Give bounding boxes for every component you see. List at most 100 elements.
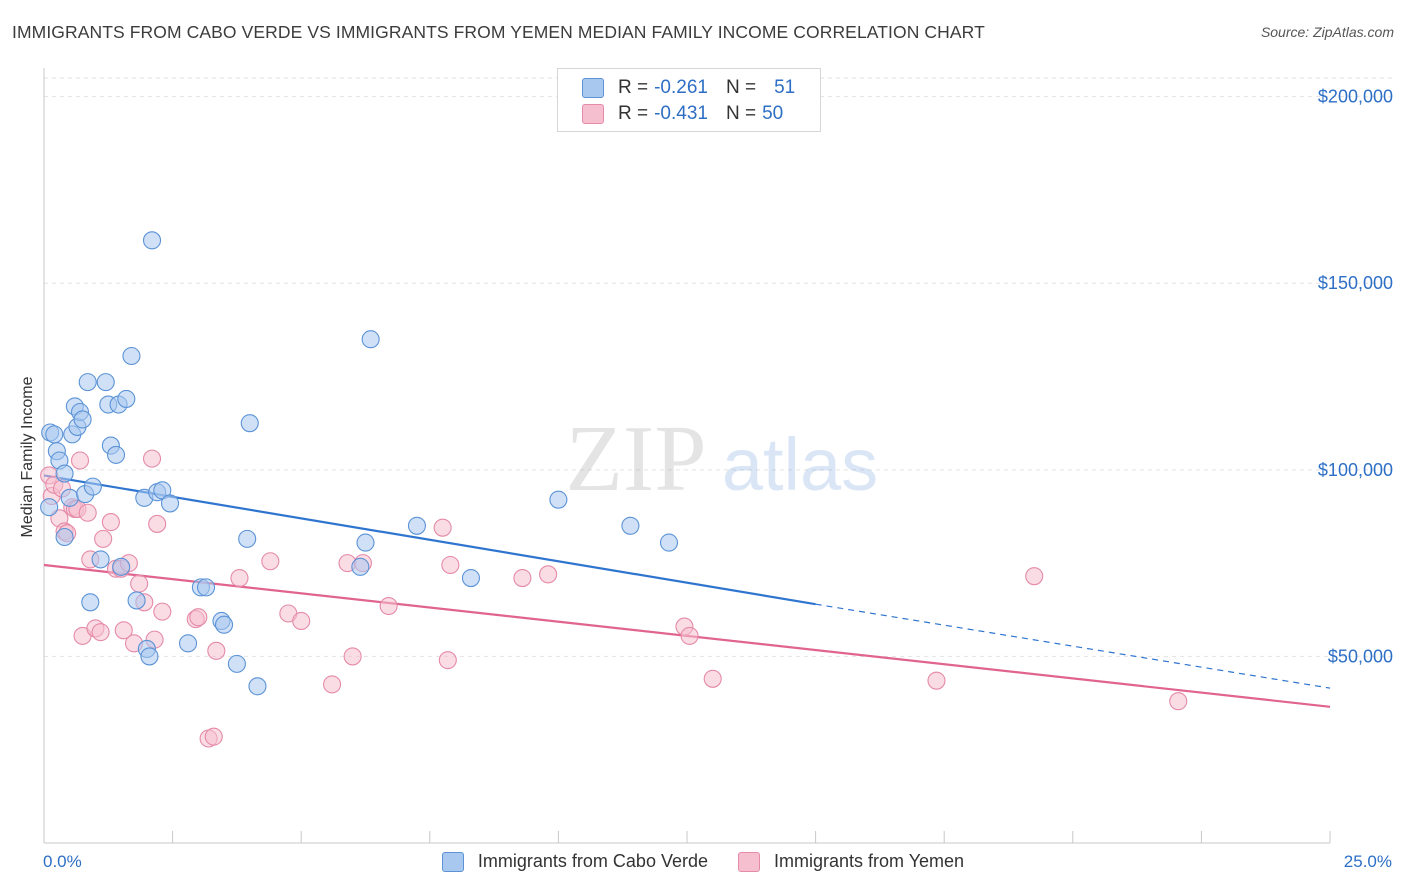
point-cabo-verde [407, 516, 426, 535]
y-tick-label: $100,000 [1318, 460, 1393, 480]
point-yemen [513, 568, 532, 588]
point-yemen [1169, 692, 1188, 711]
point-yemen [1025, 567, 1044, 586]
series-yemen [40, 449, 1188, 748]
point-yemen [142, 449, 162, 468]
point-cabo-verde [248, 677, 267, 696]
point-cabo-verde [549, 490, 568, 509]
point-cabo-verde [81, 593, 100, 612]
point-cabo-verde [621, 516, 640, 535]
point-yemen [130, 574, 149, 593]
watermark-zip: ZIP [566, 407, 707, 511]
legend-row-yemen: R = -0.431 N = 50 [582, 101, 783, 127]
series-cabo-verde [40, 231, 679, 696]
point-yemen [441, 555, 460, 575]
point-yemen [230, 568, 249, 588]
point-yemen [323, 675, 342, 694]
point-cabo-verde [106, 445, 126, 464]
y-tick-label: $50,000 [1328, 646, 1393, 666]
point-cabo-verde [196, 578, 216, 597]
legend-n-value: 51 [774, 77, 796, 98]
watermark: ZIP atlas [566, 407, 879, 511]
axes [43, 68, 1331, 844]
legend-n-label: N = [725, 77, 757, 98]
point-cabo-verde [40, 498, 59, 517]
y-tick-labels: $50,000 $100,000 $150,000 $200,000 [1318, 87, 1393, 667]
point-yemen [101, 513, 120, 532]
legend-r-value: -0.431 [654, 103, 708, 124]
legend-r-label: R = [618, 103, 649, 124]
legend-swatch-blue [441, 851, 464, 872]
point-yemen [94, 529, 113, 548]
point-cabo-verde [361, 330, 380, 349]
point-yemen [343, 647, 362, 666]
point-cabo-verde [351, 557, 370, 576]
correlation-legend: R = -0.261 N = 51 R = -0.431 N = 50 [557, 68, 821, 132]
point-cabo-verde [55, 464, 74, 483]
point-yemen [78, 503, 97, 522]
point-cabo-verde [240, 414, 259, 433]
point-yemen [91, 623, 110, 642]
point-cabo-verde [356, 533, 375, 552]
point-cabo-verde [73, 410, 92, 429]
point-cabo-verde [122, 346, 141, 366]
point-cabo-verde [96, 373, 115, 392]
point-yemen [703, 669, 722, 688]
point-yemen [438, 651, 457, 670]
legend-label-yemen: Immigrants from Yemen [774, 851, 965, 871]
series-legend: Immigrants from Cabo Verde Immigrants fr… [0, 851, 1406, 872]
legend-swatch-pink [582, 104, 604, 124]
watermark-atlas: atlas [722, 423, 878, 506]
source-label: Source: ZipAtlas.com [1260, 24, 1394, 40]
legend-r-value: -0.261 [654, 77, 708, 98]
point-yemen [261, 552, 280, 571]
point-yemen [189, 608, 208, 627]
point-yemen [114, 621, 133, 640]
point-cabo-verde [60, 488, 79, 507]
point-cabo-verde [214, 615, 234, 634]
point-yemen [204, 727, 223, 746]
legend-n-value: 50 [762, 103, 784, 124]
point-cabo-verde [140, 647, 159, 666]
legend-row-cabo-verde: R = -0.261 N = 51 [582, 75, 795, 101]
point-yemen [680, 626, 699, 645]
point-cabo-verde [45, 425, 64, 444]
point-cabo-verde [142, 231, 162, 250]
y-tick-label: $200,000 [1318, 87, 1393, 107]
point-cabo-verde [83, 477, 102, 496]
point-yemen [70, 451, 90, 470]
legend-swatch-pink [738, 851, 760, 872]
legend-label-cabo-verde: Immigrants from Cabo Verde [477, 851, 708, 871]
point-yemen [433, 518, 452, 537]
point-cabo-verde [55, 527, 74, 547]
y-axis-label: Median Family Income [19, 376, 36, 538]
point-cabo-verde [91, 550, 110, 569]
point-yemen [379, 596, 398, 616]
x-tick-min: 0.0% [43, 852, 82, 871]
point-cabo-verde [227, 654, 246, 673]
legend-r-label: R = [618, 77, 649, 98]
point-cabo-verde [112, 557, 131, 576]
x-tick-max: 25.0% [1343, 852, 1392, 871]
point-cabo-verde [659, 533, 679, 552]
point-cabo-verde [461, 568, 481, 588]
point-yemen [148, 514, 167, 533]
point-yemen [153, 602, 172, 621]
point-cabo-verde [160, 494, 180, 513]
point-yemen [927, 671, 946, 690]
legend-item-yemen[interactable]: Immigrants from Yemen [738, 851, 964, 872]
legend-item-cabo-verde[interactable]: Immigrants from Cabo Verde [441, 851, 708, 872]
legend-n-label: N = [725, 103, 757, 124]
point-cabo-verde [238, 529, 257, 548]
point-cabo-verde [78, 373, 97, 392]
point-yemen [207, 641, 226, 660]
point-yemen [539, 565, 558, 584]
point-cabo-verde [117, 389, 136, 408]
y-tick-label: $150,000 [1318, 273, 1393, 293]
legend-swatch-blue [582, 78, 604, 98]
gridlines [44, 77, 1395, 657]
trend-line-cabo-verde-extension [815, 603, 1331, 689]
chart-title: IMMIGRANTS FROM CABO VERDE VS IMMIGRANTS… [12, 22, 985, 42]
point-cabo-verde [127, 591, 146, 610]
